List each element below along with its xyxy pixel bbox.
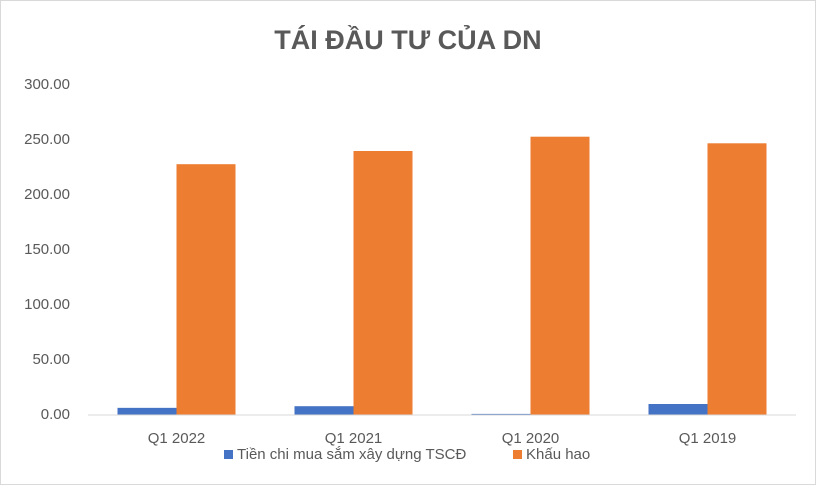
y-tick-label: 150.00	[24, 241, 70, 258]
bar	[117, 407, 177, 415]
x-tick-label: Q1 2019	[679, 430, 737, 447]
y-tick-label: 0.00	[41, 406, 70, 423]
bar	[353, 151, 413, 415]
x-tick-label: Q1 2022	[148, 430, 206, 447]
y-tick-label: 250.00	[24, 131, 70, 148]
y-tick-label: 100.00	[24, 296, 70, 313]
bar	[294, 406, 354, 415]
legend-label: Tiền chi mua sắm xây dựng TSCĐ	[237, 446, 466, 463]
y-tick-label: 300.00	[24, 76, 70, 93]
x-tick-label: Q1 2020	[502, 430, 560, 447]
bar	[707, 143, 767, 416]
legend-marker	[513, 450, 522, 459]
legend-marker	[224, 450, 233, 459]
y-tick-label: 200.00	[24, 186, 70, 203]
bar	[471, 413, 531, 415]
bar	[530, 136, 590, 415]
legend-label: Khấu hao	[526, 446, 590, 463]
bar	[176, 164, 236, 415]
y-tick-label: 50.00	[32, 351, 70, 368]
bar	[648, 404, 708, 415]
chart-title: TÁI ĐẦU TƯ CỦA DN	[274, 23, 541, 55]
x-tick-label: Q1 2021	[325, 430, 383, 447]
